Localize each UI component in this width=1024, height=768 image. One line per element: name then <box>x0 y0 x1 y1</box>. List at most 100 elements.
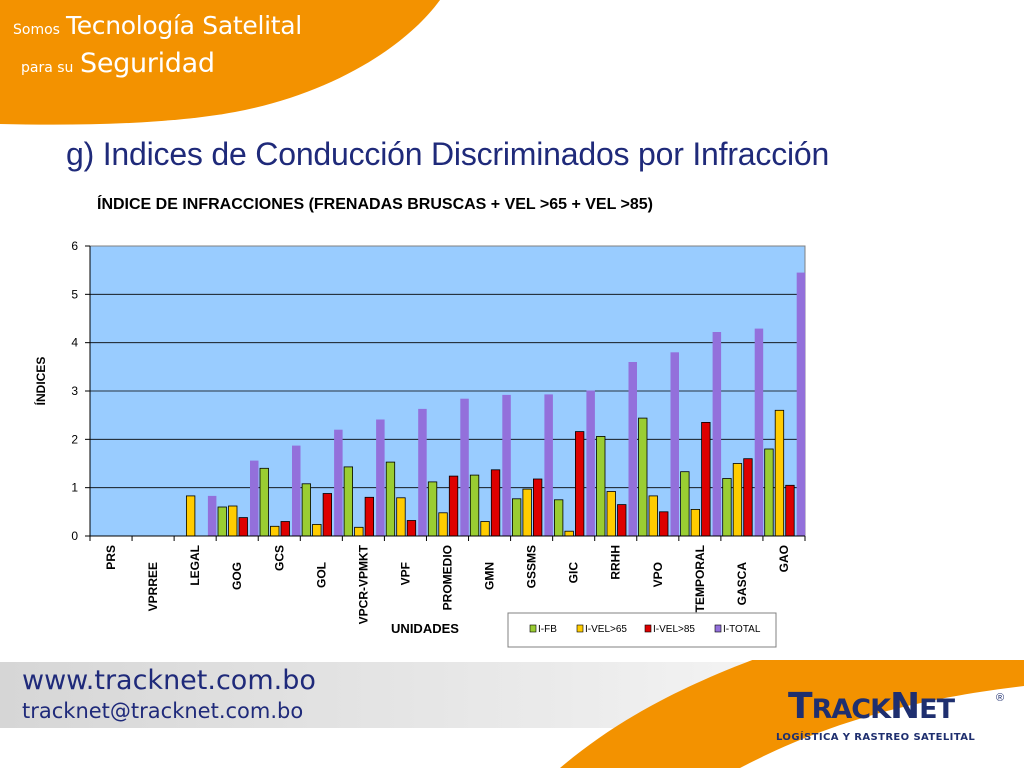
bar-i-fb-gmn <box>469 474 480 537</box>
bar-i-vel-85-vpcr-vpmkt <box>364 496 375 537</box>
bar-i-vel-65-gssms <box>522 488 532 537</box>
footer-white-swoosh <box>740 686 1024 768</box>
bar-i-fb-vpo <box>638 417 648 537</box>
bar-i-vel-65-promedio <box>438 512 448 537</box>
y-tick-label: 4 <box>71 336 78 350</box>
logo-letters-rack: RACK <box>811 694 891 725</box>
bar-i-fb-gao <box>764 448 774 537</box>
x-tick-label: GAO <box>777 545 791 572</box>
bar-i-vel-65-gcs <box>270 525 280 537</box>
x-axis-label: UNIDADES <box>391 621 459 636</box>
legend-swatch <box>529 624 537 633</box>
x-tick-label: PRS <box>104 545 118 570</box>
legend-label: I-VEL>65 <box>585 624 627 635</box>
bar-i-fb-gic <box>554 499 564 537</box>
bar-i-vel-85-gog <box>238 517 248 537</box>
orange-banner-shape <box>0 0 440 125</box>
bar-i-vel-85-gmn <box>490 469 501 537</box>
top-banner <box>0 0 440 125</box>
legend-label: I-VEL>85 <box>653 624 695 635</box>
bar-i-vel-65-gog <box>228 505 238 537</box>
footer-background <box>0 660 1024 768</box>
legend-box <box>507 612 777 648</box>
bar-i-total-gog <box>250 460 259 536</box>
legend: I-FB I-VEL>65 I-VEL>85 I-TOTAL <box>507 612 777 648</box>
bar-i-vel-85-gssms <box>533 478 543 537</box>
x-tick-labels: PRS VPRREE LEGAL GOG GCS GOL VPCR-VPMKT VPF PROM… <box>104 544 791 624</box>
x-tick-label: VPF <box>398 562 412 585</box>
banner-seguridad: Seguridad <box>80 48 215 79</box>
bar-i-vel-85-gcs <box>280 521 290 537</box>
bar-i-vel-65-temporal <box>690 508 700 537</box>
infractions-chart: ÍNDICE DE INFRACCIONES (FRENADAS BRUSCAS… <box>33 194 806 648</box>
bar-i-vel-65-gmn <box>480 521 490 537</box>
x-tick-label: GASCA <box>735 562 749 606</box>
bar-i-total-gol <box>334 429 343 536</box>
bar-i-total-promedio <box>460 398 469 536</box>
y-tick-label: 5 <box>71 287 78 301</box>
logo-registered-mark: ® <box>996 692 1005 704</box>
bar-i-vel-85-rrhh <box>617 504 627 537</box>
bar-i-total-vpf <box>418 408 427 536</box>
y-tick-label: 1 <box>71 481 78 495</box>
y-tick-label: 6 <box>71 239 78 253</box>
gridlines <box>85 245 806 541</box>
bar-i-vel-65-gasca <box>732 463 743 537</box>
bar-i-vel-85-promedio <box>448 475 459 537</box>
banner-para-su: para su <box>21 60 74 76</box>
footer-white-base <box>0 728 560 768</box>
banner-somos: Somos <box>13 22 60 38</box>
bar-i-total-vpo <box>670 352 679 536</box>
x-tick-label: GOL <box>314 562 328 588</box>
x-tick-label: TEMPORAL <box>693 545 707 612</box>
bar-i-fb-gcs <box>259 467 269 537</box>
y-tick-label: 2 <box>71 432 78 446</box>
y-tick-label: 3 <box>71 384 78 398</box>
x-tick-label: PROMEDIO <box>441 545 455 610</box>
x-tick-label: LEGAL <box>188 545 202 586</box>
bar-i-fb-promedio <box>427 481 438 537</box>
bar-i-vel-65-rrhh <box>606 491 616 537</box>
bar-i-fb-temporal <box>680 471 690 537</box>
logo-tagline: LOGÍSTICA Y RASTREO SATELITAL <box>776 732 976 743</box>
chart-title: ÍNDICE DE INFRACCIONES (FRENADAS BRUSCAS… <box>97 194 653 213</box>
bar-i-vel-85-vpo <box>659 511 669 537</box>
bars <box>185 272 806 537</box>
bar-i-total-gmn <box>502 394 511 536</box>
x-tick-label: GIC <box>567 562 581 584</box>
bar-i-vel-65-vpcr-vpmkt <box>354 526 364 537</box>
bar-i-fb-gasca <box>722 478 732 537</box>
bar-i-total-temporal <box>712 332 722 536</box>
bar-i-fb-vpcr-vpmkt <box>343 466 354 537</box>
y-tick-label: 0 <box>71 529 78 543</box>
footer-email: tracknet@tracknet.com.bo <box>22 699 304 723</box>
bar-i-vel-85-vpf <box>406 520 417 537</box>
x-tick-label: VPRREE <box>146 562 160 611</box>
bar-i-total-legal <box>207 495 217 536</box>
bar-i-vel-85-gic <box>575 431 585 537</box>
logo-letters-et: ET <box>919 694 955 725</box>
y-axis-label: ÍNDICES <box>33 357 48 406</box>
logo-name: TRACKNET <box>788 686 955 727</box>
bar-i-vel-85-gol <box>322 493 333 537</box>
bar-i-fb-rrhh <box>596 435 606 537</box>
bar-i-vel-85-gao <box>785 484 795 537</box>
x-tick-label: GOG <box>230 562 244 590</box>
bar-i-vel-65-vpo <box>648 495 658 537</box>
bar-i-vel-85-temporal <box>701 421 711 537</box>
slide-title: g) Indices de Conducción Discriminados p… <box>66 136 830 172</box>
legend-swatch <box>576 624 584 633</box>
bar-i-vel-65-gic <box>564 530 574 537</box>
bar-i-total-gao <box>796 272 806 536</box>
x-tick-label: VPCR-VPMKT <box>356 544 370 624</box>
legend-swatch <box>714 624 722 633</box>
x-tick-label: GCS <box>272 545 286 571</box>
x-tick-label: VPO <box>651 562 665 587</box>
bar-i-fb-gog <box>217 506 227 537</box>
bar-i-vel-65-gol <box>312 524 322 537</box>
bar-i-total-vpcr-vpmkt <box>376 419 385 536</box>
bar-i-total-gcs <box>292 445 301 536</box>
banner-tecnologia: Tecnología Satelital <box>66 11 302 40</box>
logo-letter-n: N <box>890 686 920 727</box>
bar-i-total-gasca <box>754 328 764 536</box>
